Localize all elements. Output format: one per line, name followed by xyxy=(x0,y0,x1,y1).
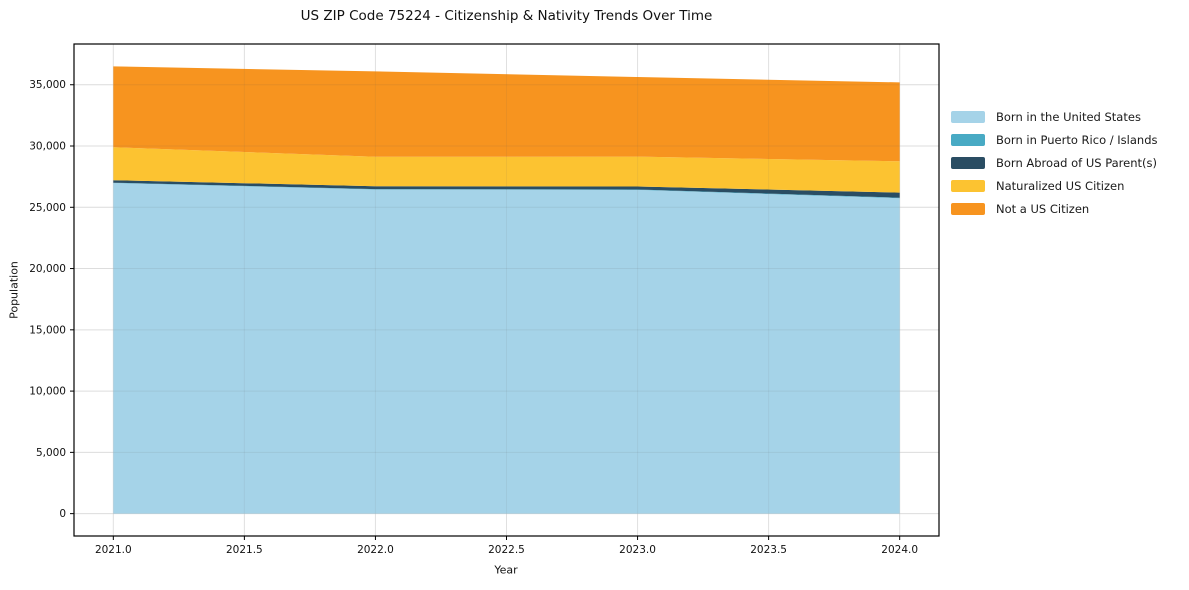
y-tick-label: 25,000 xyxy=(29,202,66,214)
legend-label: Naturalized US Citizen xyxy=(996,178,1125,193)
y-tick-label: 30,000 xyxy=(29,141,66,153)
chart-title: US ZIP Code 75224 - Citizenship & Nativi… xyxy=(300,8,713,24)
x-tick-label: 2021.5 xyxy=(226,544,263,556)
legend-item: Naturalized US Citizen xyxy=(951,174,1158,197)
area-born-in-the-united-states xyxy=(113,183,900,514)
area-naturalized-us-citizen xyxy=(113,147,900,193)
legend-item: Born in Puerto Rico / Islands xyxy=(951,128,1158,151)
x-tick-label: 2022.5 xyxy=(488,544,525,556)
x-axis-label: Year xyxy=(494,563,518,577)
y-tick-label: 10,000 xyxy=(29,386,66,398)
x-tick-label: 2021.0 xyxy=(95,544,132,556)
legend-label: Born in Puerto Rico / Islands xyxy=(996,132,1158,147)
area-not-a-us-citizen xyxy=(113,66,900,162)
y-tick-label: 15,000 xyxy=(29,324,66,336)
legend-swatch-icon xyxy=(951,179,985,192)
y-tick-label: 20,000 xyxy=(29,263,66,275)
legend-swatch-icon xyxy=(951,110,985,123)
y-tick-label: 35,000 xyxy=(29,79,66,91)
x-tick-label: 2023.5 xyxy=(750,544,787,556)
y-tick-label: 5,000 xyxy=(36,447,66,459)
legend-label: Born in the United States xyxy=(996,109,1141,124)
legend-label: Born Abroad of US Parent(s) xyxy=(996,155,1157,170)
legend-swatch-icon xyxy=(951,156,985,169)
legend-swatch-icon xyxy=(951,133,985,146)
area-born-abroad-of-us-parent-s xyxy=(113,180,900,198)
y-tick-label: 0 xyxy=(59,508,66,520)
legend-item: Born in the United States xyxy=(951,105,1158,128)
x-tick-label: 2024.0 xyxy=(881,544,918,556)
x-tick-label: 2022.0 xyxy=(357,544,394,556)
y-axis-label: Population xyxy=(7,261,21,319)
legend-item: Born Abroad of US Parent(s) xyxy=(951,151,1158,174)
legend-swatch-icon xyxy=(951,202,985,215)
legend: Born in the United States Born in Puerto … xyxy=(951,105,1158,220)
legend-item: Not a US Citizen xyxy=(951,197,1158,220)
x-tick-label: 2023.0 xyxy=(619,544,656,556)
legend-label: Not a US Citizen xyxy=(996,201,1090,216)
